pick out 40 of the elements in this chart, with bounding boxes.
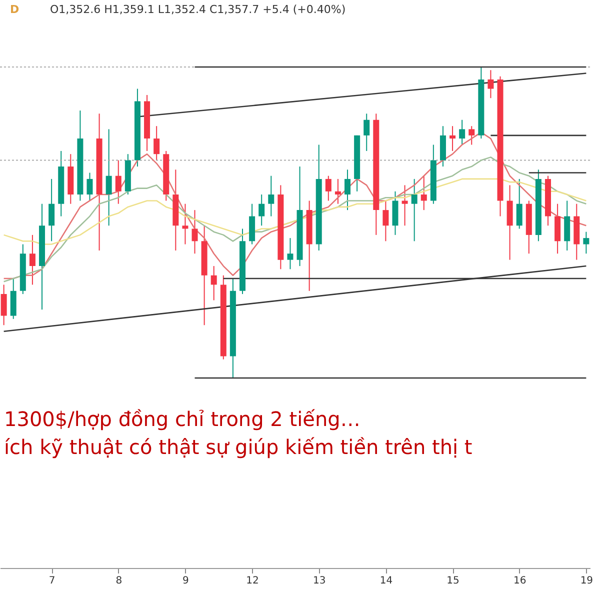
candlestick	[258, 194, 265, 226]
candlestick	[0, 284, 7, 326]
x-tick-label: 9	[182, 576, 189, 586]
candlestick	[420, 175, 427, 211]
candlestick	[106, 128, 112, 226]
text: D	[10, 3, 20, 16]
candlestick	[325, 175, 332, 202]
candlestick	[402, 184, 408, 226]
candlestick	[364, 113, 370, 152]
candlestick	[154, 126, 160, 161]
candlestick	[583, 231, 590, 254]
x-tick-label: 19	[580, 576, 594, 586]
candlestick	[48, 178, 55, 242]
x-tick-label: 7	[48, 576, 56, 586]
candlestick	[459, 119, 466, 146]
candlestick	[192, 210, 198, 254]
candlestick	[488, 70, 494, 99]
candlestick	[29, 234, 36, 286]
text: ích kỹ thuật có thật sự giúp kiếm tiền trên thị t	[4, 435, 472, 459]
candlestick	[115, 160, 122, 204]
x-tick-label: 13	[313, 576, 326, 586]
text: O1,352.6 H1,359.1 L1,352.4 C1,357.7 +5.4 (+0.40%)	[50, 3, 346, 16]
candlestick	[287, 238, 294, 270]
candlestick	[411, 178, 418, 242]
candlestick	[86, 172, 93, 202]
x-tick-label: 14	[380, 576, 393, 586]
x-tick-label: 16	[513, 576, 526, 586]
candlestick	[382, 200, 389, 242]
candlestick	[516, 178, 522, 230]
x-tick-label: 8	[116, 576, 122, 586]
candlestick	[210, 266, 217, 301]
candlestick	[344, 169, 351, 211]
candlestick	[334, 178, 341, 204]
candlestick	[268, 175, 274, 217]
candlestick	[182, 203, 188, 245]
text: 1300$/hợp đồng chỉ trong 2 tiếng…	[4, 407, 360, 431]
candlestick	[468, 126, 475, 146]
candlestick	[450, 126, 456, 152]
x-tick-label: 15	[446, 576, 460, 586]
x-tick-label: 12	[246, 576, 259, 586]
